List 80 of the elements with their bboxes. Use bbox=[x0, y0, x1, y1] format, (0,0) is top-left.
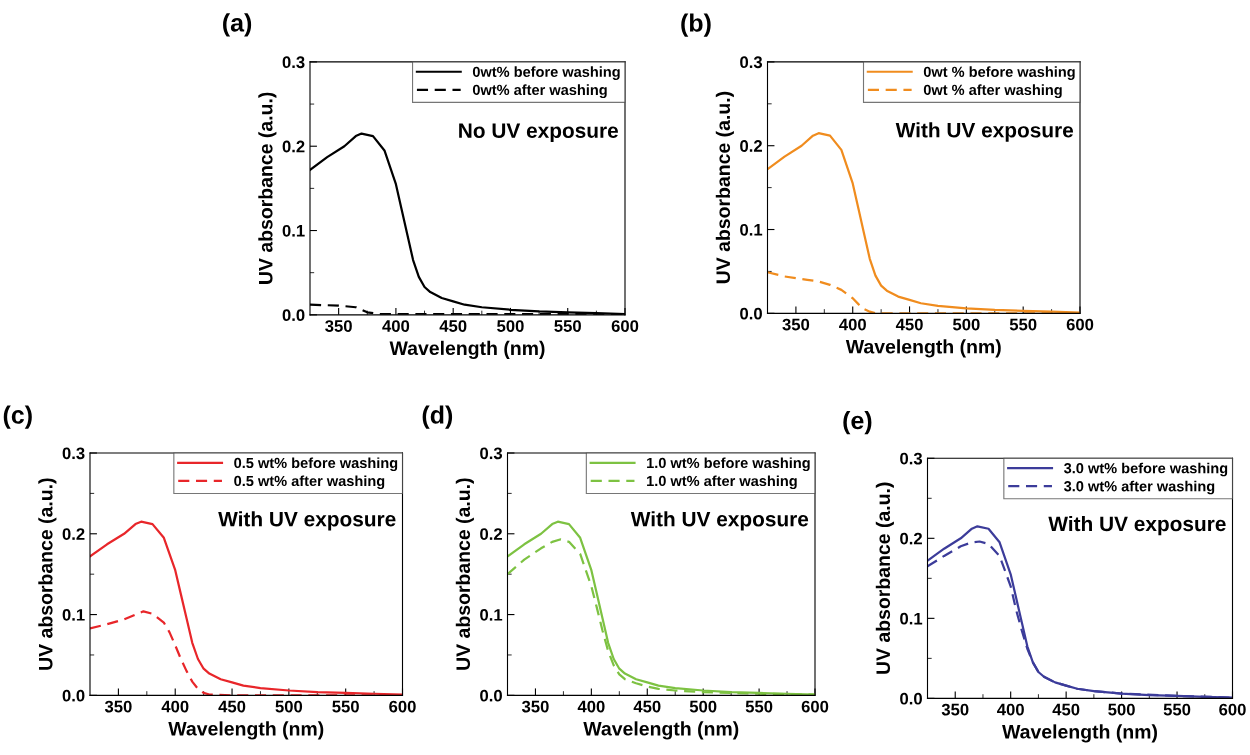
x-tick-label: 500 bbox=[689, 700, 717, 713]
x-tick-label: 500 bbox=[952, 318, 980, 331]
y-tick-label: 0.2 bbox=[62, 528, 85, 540]
x-tick-label: 350 bbox=[941, 703, 969, 716]
y-tick-label: 0.1 bbox=[282, 224, 305, 237]
x-tick-label: 450 bbox=[218, 700, 246, 713]
x-axis-title: Wavelength (nm) bbox=[168, 721, 324, 740]
y-tick-label: 0.2 bbox=[480, 528, 502, 540]
x-tick-label: 500 bbox=[1108, 703, 1135, 716]
x-tick-label: 350 bbox=[521, 700, 549, 713]
x-tick-label: 450 bbox=[439, 320, 467, 332]
x-tick-label: 400 bbox=[997, 703, 1024, 716]
annotation: With UV exposure bbox=[630, 511, 809, 531]
x-tick-label: 400 bbox=[161, 700, 189, 713]
legend-label: 0wt% after washing bbox=[472, 84, 607, 98]
chart-title: (e) bbox=[843, 410, 872, 435]
chart-title: (b) bbox=[681, 13, 711, 37]
legend-label: 0wt% before washing bbox=[472, 66, 620, 80]
y-tick-label: 0.3 bbox=[62, 447, 85, 460]
y-tick-label: 0.3 bbox=[282, 56, 305, 69]
y-tick-label: 0.0 bbox=[480, 689, 502, 702]
y-tick-label: 0.2 bbox=[282, 140, 305, 153]
legend-label: 0wt % after washing bbox=[923, 84, 1062, 98]
y-axis-title: UV absorbance (a.u.) bbox=[455, 478, 474, 670]
y-tick-label: 0.3 bbox=[900, 452, 923, 465]
x-tick-label: 500 bbox=[275, 700, 303, 713]
x-tick-label: 350 bbox=[782, 318, 810, 331]
y-tick-label: 0.1 bbox=[480, 608, 503, 621]
legend-label: 1.0 wt% after washing bbox=[647, 475, 797, 490]
x-tick-label: 400 bbox=[577, 700, 605, 713]
x-tick-label: 550 bbox=[554, 320, 581, 332]
x-tick-label: 600 bbox=[1219, 703, 1246, 716]
y-axis-title: UV absorbance (a.u.) bbox=[258, 92, 277, 284]
x-tick-label: 450 bbox=[1052, 703, 1080, 716]
y-tick-label: 0.2 bbox=[740, 140, 762, 152]
legend-label: 3.0 wt% before washing bbox=[1063, 462, 1228, 477]
y-tick-label: 0.1 bbox=[62, 608, 85, 621]
chart-title: (a) bbox=[223, 13, 252, 37]
x-axis-title: Wavelength (nm) bbox=[389, 340, 545, 359]
y-tick-label: 0.3 bbox=[740, 56, 763, 69]
annotation: With UV exposure bbox=[895, 122, 1074, 142]
x-tick-label: 350 bbox=[104, 700, 132, 713]
x-tick-label: 450 bbox=[633, 700, 661, 713]
x-tick-label: 400 bbox=[382, 320, 410, 332]
chart-title: (d) bbox=[422, 405, 453, 429]
y-tick-label: 0.0 bbox=[900, 692, 922, 705]
y-tick-label: 0.0 bbox=[740, 307, 762, 320]
x-tick-label: 550 bbox=[1009, 318, 1037, 331]
x-tick-label: 550 bbox=[1163, 703, 1191, 716]
x-tick-label: 450 bbox=[895, 318, 923, 331]
y-tick-label: 0.2 bbox=[900, 532, 922, 545]
x-tick-label: 600 bbox=[801, 700, 829, 713]
x-tick-label: 500 bbox=[497, 320, 524, 332]
y-tick-label: 0.1 bbox=[740, 223, 763, 236]
chart-title: (c) bbox=[3, 405, 32, 429]
legend-label: 0.5 wt% before washing bbox=[234, 457, 398, 472]
y-tick-label: 0.0 bbox=[282, 309, 305, 322]
x-tick-label: 550 bbox=[745, 700, 773, 713]
y-tick-label: 0.3 bbox=[480, 447, 503, 460]
x-axis-title: Wavelength (nm) bbox=[845, 339, 1001, 358]
y-axis-title: UV absorbance (a.u.) bbox=[38, 478, 57, 670]
y-tick-label: 0.1 bbox=[900, 612, 923, 625]
y-tick-label: 0.0 bbox=[62, 689, 85, 702]
x-tick-label: 550 bbox=[332, 700, 359, 713]
annotation: With UV exposure bbox=[218, 511, 396, 531]
x-axis-title: Wavelength (nm) bbox=[583, 721, 739, 740]
x-tick-label: 600 bbox=[389, 700, 416, 713]
legend-label: 1.0 wt% before washing bbox=[647, 457, 810, 472]
x-tick-label: 600 bbox=[1066, 318, 1094, 331]
y-axis-title: UV absorbance (a.u.) bbox=[875, 482, 894, 674]
x-axis-title: Wavelength (nm) bbox=[1002, 724, 1157, 743]
annotation: No UV exposure bbox=[459, 123, 618, 143]
x-tick-label: 350 bbox=[325, 320, 352, 332]
x-tick-label: 600 bbox=[611, 320, 639, 332]
annotation: With UV exposure bbox=[1048, 515, 1226, 536]
legend-label: 0.5 wt% after washing bbox=[234, 475, 385, 490]
legend-label: 3.0 wt% after washing bbox=[1063, 480, 1215, 495]
x-tick-label: 400 bbox=[839, 318, 866, 331]
y-axis-title: UV absorbance (a.u.) bbox=[715, 91, 734, 284]
legend-label: 0wt % before washing bbox=[923, 66, 1075, 80]
